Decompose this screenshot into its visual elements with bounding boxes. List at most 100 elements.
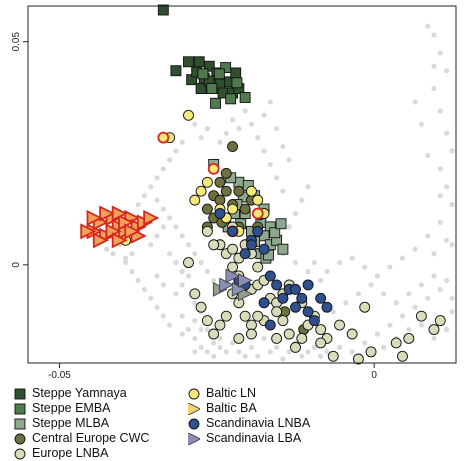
- background-sample-point: [261, 112, 267, 118]
- axes-layer: -0.05 0 0 0.05: [11, 32, 377, 381]
- background-sample-point: [330, 309, 336, 315]
- background-sample-point: [406, 326, 412, 333]
- legend-marker: [188, 418, 200, 429]
- data-point: [207, 162, 220, 175]
- background-sample-point: [418, 322, 424, 328]
- data-point: [302, 306, 314, 318]
- background-sample-point: [122, 255, 129, 261]
- background-sample-point: [154, 197, 160, 203]
- data-point: [157, 4, 169, 16]
- background-sample-point: [192, 251, 198, 257]
- background-sample-point: [211, 340, 217, 346]
- data-point: [264, 319, 276, 331]
- data-point: [327, 350, 339, 362]
- data-point: [252, 194, 264, 206]
- background-sample-point: [167, 157, 173, 163]
- data-point: [80, 223, 97, 240]
- background-sample-point: [198, 326, 204, 333]
- legend-label: Scandinavia LNBA: [206, 416, 311, 430]
- background-sample-point: [229, 117, 236, 123]
- background-sample-point: [425, 152, 431, 159]
- data-point: [239, 203, 251, 215]
- background-sample-point: [387, 264, 393, 270]
- data-point: [403, 333, 415, 344]
- background-sample-point: [198, 135, 204, 141]
- legend-marker: [14, 418, 26, 429]
- legend-item: Europe LNBA: [14, 446, 149, 461]
- background-sample-point: [412, 99, 418, 105]
- legend-marker: [14, 433, 26, 444]
- legend-label: Baltic LN: [206, 386, 257, 400]
- data-point: [315, 324, 327, 335]
- data-point: [277, 292, 289, 304]
- data-point: [214, 319, 226, 331]
- background-sample-point: [261, 335, 267, 342]
- data-point: [296, 292, 308, 304]
- background-sample-point: [248, 121, 255, 127]
- background-sample-point: [292, 259, 299, 266]
- data-point: [277, 315, 289, 327]
- background-sample-point: [148, 184, 154, 190]
- legend-marker: [14, 448, 26, 459]
- legend-marker: [188, 402, 200, 415]
- background-sample-point: [179, 233, 185, 239]
- background-sample-point: [425, 233, 431, 239]
- data-point: [315, 337, 327, 349]
- data-point: [124, 223, 141, 240]
- background-sample-point: [418, 121, 424, 127]
- data-point: [290, 301, 301, 313]
- legend-item: Central Europe CWC: [14, 431, 149, 446]
- background-sample-point: [154, 273, 160, 279]
- legend-marker-icon: [14, 403, 26, 414]
- data-point: [214, 208, 226, 219]
- data-point: [99, 205, 116, 222]
- background-sample-point: [443, 277, 450, 284]
- data-point: [220, 167, 232, 179]
- data-point: [359, 301, 371, 313]
- data-point: [227, 225, 239, 237]
- background-sample-point: [211, 277, 217, 284]
- data-point: [397, 350, 408, 362]
- background-sample-point: [179, 139, 185, 145]
- series-group: [80, 205, 160, 249]
- background-sample-point: [160, 166, 166, 172]
- legend-item: Steppe EMBA: [14, 401, 149, 416]
- series-layer: [80, 4, 446, 365]
- legend-item: Baltic LN: [188, 386, 310, 401]
- background-sample-point: [274, 344, 280, 350]
- x-tick-label: 0: [371, 370, 377, 381]
- background-sample-point: [148, 295, 154, 301]
- background-sample-point: [437, 108, 443, 114]
- data-point: [334, 319, 346, 331]
- data-point: [193, 56, 205, 68]
- data-point: [269, 227, 281, 239]
- background-sample-point: [305, 349, 311, 355]
- background-sample-point: [223, 349, 229, 355]
- background-sample-point: [141, 286, 148, 292]
- legend-item: Baltic BA: [188, 401, 310, 416]
- background-sample-point: [431, 335, 437, 342]
- background-sample-point: [154, 175, 160, 181]
- background-sample-point: [280, 143, 286, 150]
- background-sample-point: [179, 282, 185, 288]
- data-point: [296, 333, 308, 344]
- data-point: [227, 243, 239, 255]
- background-sample-point: [274, 126, 280, 132]
- data-point: [208, 328, 220, 340]
- background-samples-layer: [104, 23, 455, 362]
- background-sample-point: [173, 148, 179, 154]
- background-sample-point: [349, 349, 355, 355]
- background-sample-point: [355, 291, 362, 297]
- data-point: [264, 270, 276, 282]
- legend-label: Steppe EMBA: [32, 401, 111, 415]
- background-sample-point: [192, 318, 198, 324]
- data-point: [201, 315, 213, 327]
- background-sample-point: [299, 353, 305, 359]
- data-point: [390, 337, 402, 349]
- background-sample-point: [173, 291, 179, 297]
- background-sample-point: [167, 322, 173, 328]
- background-sample-point: [431, 273, 437, 279]
- background-sample-point: [374, 331, 380, 337]
- background-sample-point: [122, 259, 129, 266]
- data-point: [143, 209, 160, 227]
